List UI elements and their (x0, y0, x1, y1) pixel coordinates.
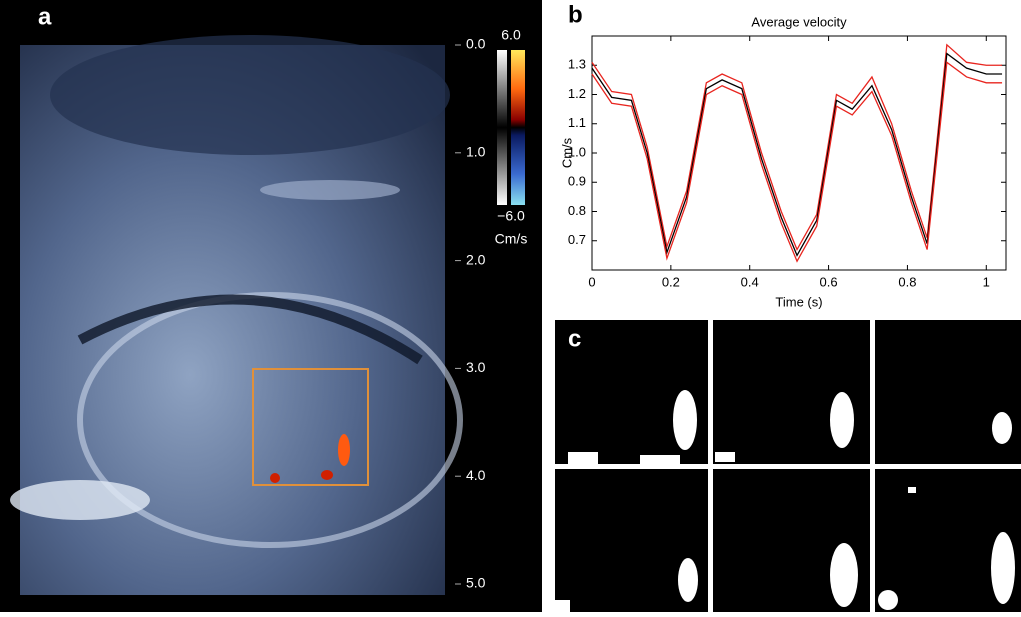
chart-title: Average velocity (751, 14, 847, 29)
y-tick-label: 0.7 (568, 232, 586, 247)
x-tick-label: 0.6 (820, 274, 838, 289)
x-tick-label: 0.4 (741, 274, 759, 289)
y-tick-label: 0.8 (568, 203, 586, 218)
y-tick-label: 1.3 (568, 57, 586, 72)
y-tick-label: 0.9 (568, 174, 586, 189)
depth-tick-label: 2.0 (466, 251, 486, 267)
dark-band (77, 294, 423, 365)
panel-label: a (38, 3, 52, 30)
x-tick-label: 0.2 (662, 274, 680, 289)
x-tick-label: 0.8 (898, 274, 916, 289)
bright-echo (10, 480, 150, 520)
y-tick-label: 1.2 (568, 86, 586, 101)
x-tick-label: 0 (588, 274, 595, 289)
depth-tick-label: 5.0 (466, 575, 486, 591)
panel-c: c (553, 320, 1021, 612)
colorbar-max-label: 6.0 (501, 27, 521, 43)
series-line (591, 61, 1003, 263)
tissue-dark (50, 35, 450, 155)
series-line (591, 52, 1003, 257)
panel-b: b Average velocity Time (s) Cm/s 0.7 0.8 0… (559, 1, 1007, 309)
depth-tick-label: 3.0 (466, 359, 486, 375)
depth-tick-label: 1.0 (466, 144, 486, 160)
y-tick-label: 1.0 (568, 144, 586, 159)
colorbar-gray (497, 50, 507, 205)
roi-box (252, 368, 369, 486)
y-axis-label: Cm/s (559, 137, 574, 168)
x-tick-label: 1 (983, 274, 990, 289)
flow-signal (321, 470, 333, 480)
flow-signal (338, 434, 350, 466)
panel-label: c (568, 325, 581, 352)
organ-outline (77, 292, 463, 548)
colorbar-color (511, 50, 525, 205)
panel-a: a Cm/s (0, 0, 542, 612)
binary-blobs (555, 390, 1015, 612)
tissue-bright (260, 180, 400, 200)
colorbar-min-label: −6.0 (497, 208, 525, 224)
depth-tick-label: 0.0 (466, 36, 486, 52)
series-line (591, 43, 1003, 252)
depth-tick-label: 4.0 (466, 467, 486, 483)
y-tick-label: 1.1 (568, 115, 586, 130)
x-axis-label: Time (s) (775, 294, 822, 309)
panel-label: b (568, 1, 583, 28)
flow-signal (270, 473, 280, 483)
colorbar-unit: Cm/s (495, 231, 528, 247)
